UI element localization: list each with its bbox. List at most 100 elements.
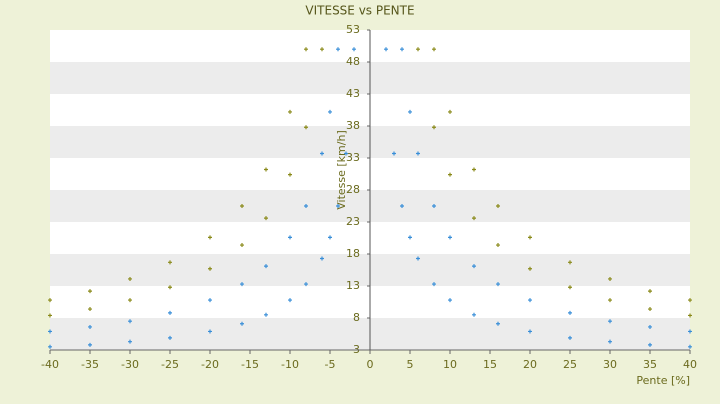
- point: [568, 285, 572, 290]
- point: [168, 260, 172, 265]
- point: [240, 282, 244, 287]
- point: [304, 125, 308, 130]
- y-tick-label: 38: [346, 119, 360, 132]
- point: [264, 167, 268, 172]
- point: [128, 319, 132, 324]
- point: [168, 335, 172, 340]
- point: [528, 266, 532, 271]
- point: [432, 204, 436, 208]
- x-tick-label: 15: [483, 358, 497, 371]
- point: [168, 310, 172, 315]
- point: [304, 47, 308, 52]
- y-tick-label: 23: [346, 215, 360, 228]
- point: [48, 344, 52, 349]
- point: [392, 151, 396, 156]
- point: [648, 342, 652, 347]
- point: [472, 312, 476, 317]
- y-tick-label: 8: [353, 311, 360, 324]
- point: [432, 282, 436, 287]
- point: [240, 204, 244, 208]
- point: [336, 47, 340, 52]
- point: [608, 276, 612, 281]
- x-tick-label: -35: [81, 358, 99, 371]
- x-tick-label: -20: [201, 358, 219, 371]
- point: [48, 329, 52, 334]
- point: [400, 204, 404, 208]
- point: [568, 310, 572, 315]
- point: [528, 298, 532, 303]
- point: [320, 47, 324, 52]
- x-tick-label: 0: [367, 358, 374, 371]
- point: [496, 282, 500, 287]
- point: [400, 47, 404, 52]
- point: [528, 329, 532, 334]
- y-axis-label: Vitesse [km/h]: [335, 130, 348, 210]
- point: [328, 109, 332, 114]
- x-tick-label: -40: [41, 358, 59, 371]
- point: [416, 151, 420, 156]
- x-axis-label: Pente [%]: [636, 374, 690, 387]
- y-tick-label: 53: [346, 23, 360, 36]
- point: [608, 339, 612, 344]
- point: [288, 172, 292, 177]
- point: [608, 319, 612, 324]
- x-tick-label: -30: [121, 358, 139, 371]
- x-tick-label: 40: [683, 358, 697, 371]
- point: [304, 282, 308, 287]
- x-tick-label: 25: [563, 358, 577, 371]
- point: [408, 235, 412, 240]
- point: [48, 298, 52, 303]
- point: [344, 151, 348, 156]
- y-tick-label: 33: [346, 151, 360, 164]
- x-tick-label: -25: [161, 358, 179, 371]
- point: [320, 151, 324, 156]
- point: [240, 243, 244, 248]
- x-tick-label: -10: [281, 358, 299, 371]
- point: [320, 256, 324, 261]
- x-tick-label: 30: [603, 358, 617, 371]
- y-tick-label: 18: [346, 247, 360, 260]
- point: [288, 298, 292, 303]
- point: [128, 298, 132, 303]
- point: [472, 264, 476, 269]
- point: [608, 298, 612, 303]
- point: [568, 260, 572, 265]
- point: [448, 172, 452, 177]
- point: [688, 298, 692, 303]
- point: [448, 298, 452, 303]
- point: [496, 204, 500, 208]
- point: [688, 329, 692, 334]
- point: [472, 167, 476, 172]
- point: [264, 312, 268, 317]
- point: [328, 235, 332, 240]
- x-tick-label: 35: [643, 358, 657, 371]
- point: [648, 307, 652, 312]
- point: [688, 344, 692, 349]
- point: [48, 313, 52, 318]
- point: [352, 47, 356, 52]
- point: [88, 324, 92, 329]
- point: [288, 235, 292, 240]
- point: [304, 204, 308, 208]
- point: [496, 321, 500, 326]
- point: [648, 289, 652, 294]
- point: [432, 125, 436, 130]
- x-tick-label: 5: [407, 358, 414, 371]
- y-tick-label: 13: [346, 279, 360, 292]
- chart-title: VITESSE vs PENTE: [305, 4, 414, 18]
- point: [496, 243, 500, 248]
- point: [568, 335, 572, 340]
- point: [336, 204, 340, 208]
- point: [208, 329, 212, 334]
- point: [408, 109, 412, 114]
- point: [472, 216, 476, 221]
- point: [264, 216, 268, 221]
- point: [208, 235, 212, 240]
- y-tick-label: 28: [346, 183, 360, 196]
- point: [128, 339, 132, 344]
- point: [264, 264, 268, 269]
- point: [432, 47, 436, 52]
- x-tick-label: 20: [523, 358, 537, 371]
- point: [448, 235, 452, 240]
- x-tick-label: -15: [241, 358, 259, 371]
